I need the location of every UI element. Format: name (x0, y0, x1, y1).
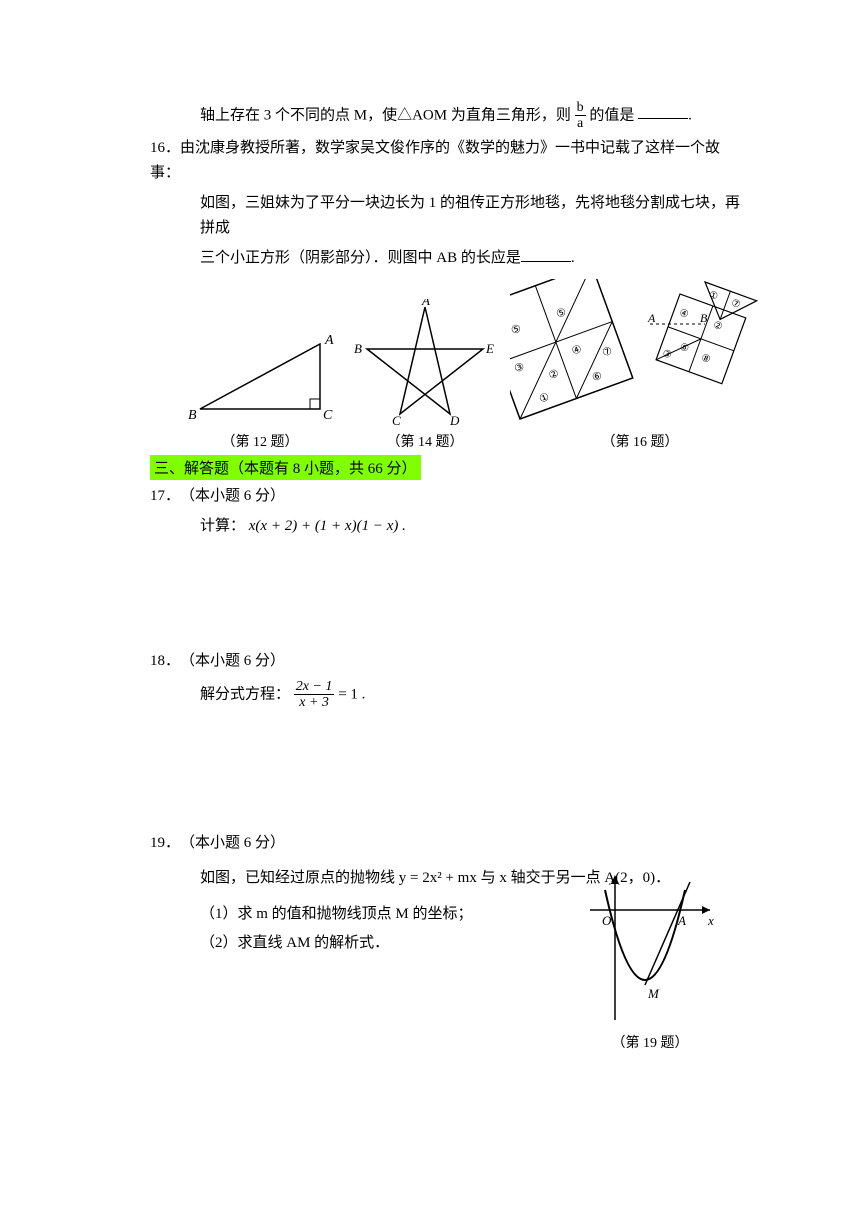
q16-line3: 三个小正方形（阴影部分）．则图中 AB 的长应是. (150, 246, 740, 272)
svg-text:⑥: ⑥ (678, 342, 690, 355)
svg-text:①: ① (538, 391, 552, 406)
carpet-diagram: ① ② ③ ⑥ ⑦ ④ ⑤ ⑤ A B (510, 279, 770, 429)
triangle-diagram: A B C (180, 319, 340, 429)
q17-body: 计算： x(x + 2) + (1 + x)(1 − x) . (150, 514, 740, 540)
star-diagram: A B E C D (350, 299, 500, 429)
svg-text:A: A (324, 333, 334, 348)
svg-text:M: M (647, 986, 660, 1001)
parabola-diagram: y x O A M (580, 870, 720, 1030)
figure-12: A B C （第 12 题） (180, 319, 340, 451)
q15-prefix: 轴上存在 3 个不同的点 M，使△AOM 为直角三角形，则 (200, 107, 571, 123)
q15-suffix: 的值是 (589, 107, 634, 123)
svg-text:B: B (354, 341, 362, 356)
svg-text:D: D (449, 413, 460, 428)
q19: 19．（本小题 6 分） (150, 831, 740, 857)
svg-text:x: x (707, 913, 714, 928)
svg-text:④: ④ (678, 308, 690, 321)
svg-text:③: ③ (513, 361, 527, 376)
svg-text:B: B (188, 408, 197, 423)
section-3-header: 三、解答题（本题有 8 小题，共 66 分） (150, 455, 740, 480)
svg-text:⑧: ⑧ (700, 353, 712, 366)
q17: 17．（本小题 6 分） (150, 484, 740, 510)
svg-text:A: A (647, 311, 656, 325)
q16-blank (521, 248, 571, 262)
svg-text:②: ② (547, 368, 561, 383)
q16: 16．由沈康身教授所著，数学家吴文俊作序的《数学的魅力》一书中记载了这样一个故事… (150, 136, 740, 187)
q16-number: 16． (150, 136, 180, 162)
svg-text:O: O (602, 913, 612, 928)
fig19-caption: （第 19 题） (580, 1032, 720, 1052)
svg-text:⑥: ⑥ (591, 370, 605, 385)
figure-14: A B E C D （第 14 题） (350, 299, 500, 451)
svg-text:y: y (608, 870, 616, 885)
svg-text:C: C (392, 413, 401, 428)
figure-16: ① ② ③ ⑥ ⑦ ④ ⑤ ⑤ A B (510, 279, 770, 451)
q15-fraction: b a (575, 100, 586, 132)
svg-text:③: ③ (661, 348, 673, 361)
fig14-caption: （第 14 题） (350, 431, 500, 451)
figure-19: y x O A M （第 19 题） (580, 870, 720, 1052)
section-3-text: 三、解答题（本题有 8 小题，共 66 分） (150, 455, 421, 480)
fig16-caption: （第 16 题） (510, 431, 770, 451)
svg-text:④: ④ (570, 343, 584, 358)
svg-text:②: ② (712, 320, 724, 333)
q15-blank (638, 105, 688, 119)
svg-text:C: C (323, 408, 333, 423)
q18-fraction: 2x − 1 x + 3 (294, 679, 335, 711)
q18-body: 解分式方程： 2x − 1 x + 3 = 1 . (150, 679, 740, 711)
svg-text:E: E (485, 341, 494, 356)
fig12-caption: （第 12 题） (180, 431, 340, 451)
svg-text:⑦: ⑦ (601, 345, 615, 360)
svg-text:⑤: ⑤ (555, 306, 569, 321)
q18: 18．（本小题 6 分） (150, 649, 740, 675)
q15-tail: 轴上存在 3 个不同的点 M，使△AOM 为直角三角形，则 b a 的值是 . (150, 100, 740, 132)
figures-row: A B C （第 12 题） A B E C D （第 14 题） (180, 279, 740, 451)
svg-text:⑤: ⑤ (510, 323, 523, 338)
svg-text:A: A (421, 299, 430, 308)
q16-line2: 如图，三姐妹为了平分一块边长为 1 的祖传正方形地毯，先将地毯分割成七块，再拼成 (150, 191, 740, 242)
svg-text:A: A (677, 913, 686, 928)
